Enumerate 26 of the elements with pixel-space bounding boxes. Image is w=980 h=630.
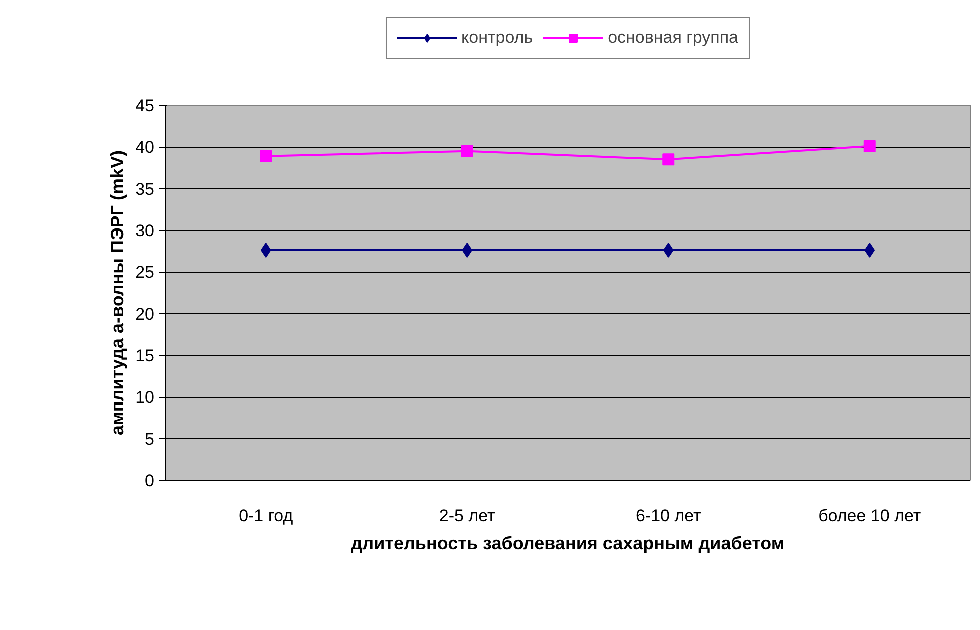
point [662, 154, 675, 166]
y-tick-label: 15 [136, 346, 155, 366]
point [663, 243, 674, 258]
point [462, 243, 473, 258]
legend-label: основная группа [608, 28, 739, 48]
y-tick-label: 30 [136, 222, 155, 240]
point [864, 140, 876, 152]
y-tick-label: 5 [145, 430, 155, 449]
point [461, 145, 474, 158]
y-tick-label: 0 [145, 472, 155, 490]
y-axis-title: амплитуда а-волны ПЭРГ (mkV) [108, 150, 128, 436]
y-tick-label: 10 [136, 388, 155, 408]
y-tick-label: 45 [136, 96, 155, 116]
x-tick-label: 6-10 лет [636, 506, 702, 526]
y-tick-label: 35 [136, 180, 155, 199]
y-tick-label: 20 [136, 304, 155, 324]
x-tick-label: более 10 лет [818, 506, 922, 526]
point [260, 150, 272, 162]
legend-label: контроль [461, 28, 534, 48]
x-axis-title: длительность заболевания сахарным диабетом [351, 534, 785, 554]
point [864, 243, 876, 258]
x-tick-label: 0-1 год [239, 506, 294, 526]
y-tick-label: 40 [136, 138, 155, 158]
x-tick-label: 2-5 лет [439, 506, 496, 526]
y-tick-label: 25 [136, 263, 155, 282]
point [260, 243, 272, 258]
